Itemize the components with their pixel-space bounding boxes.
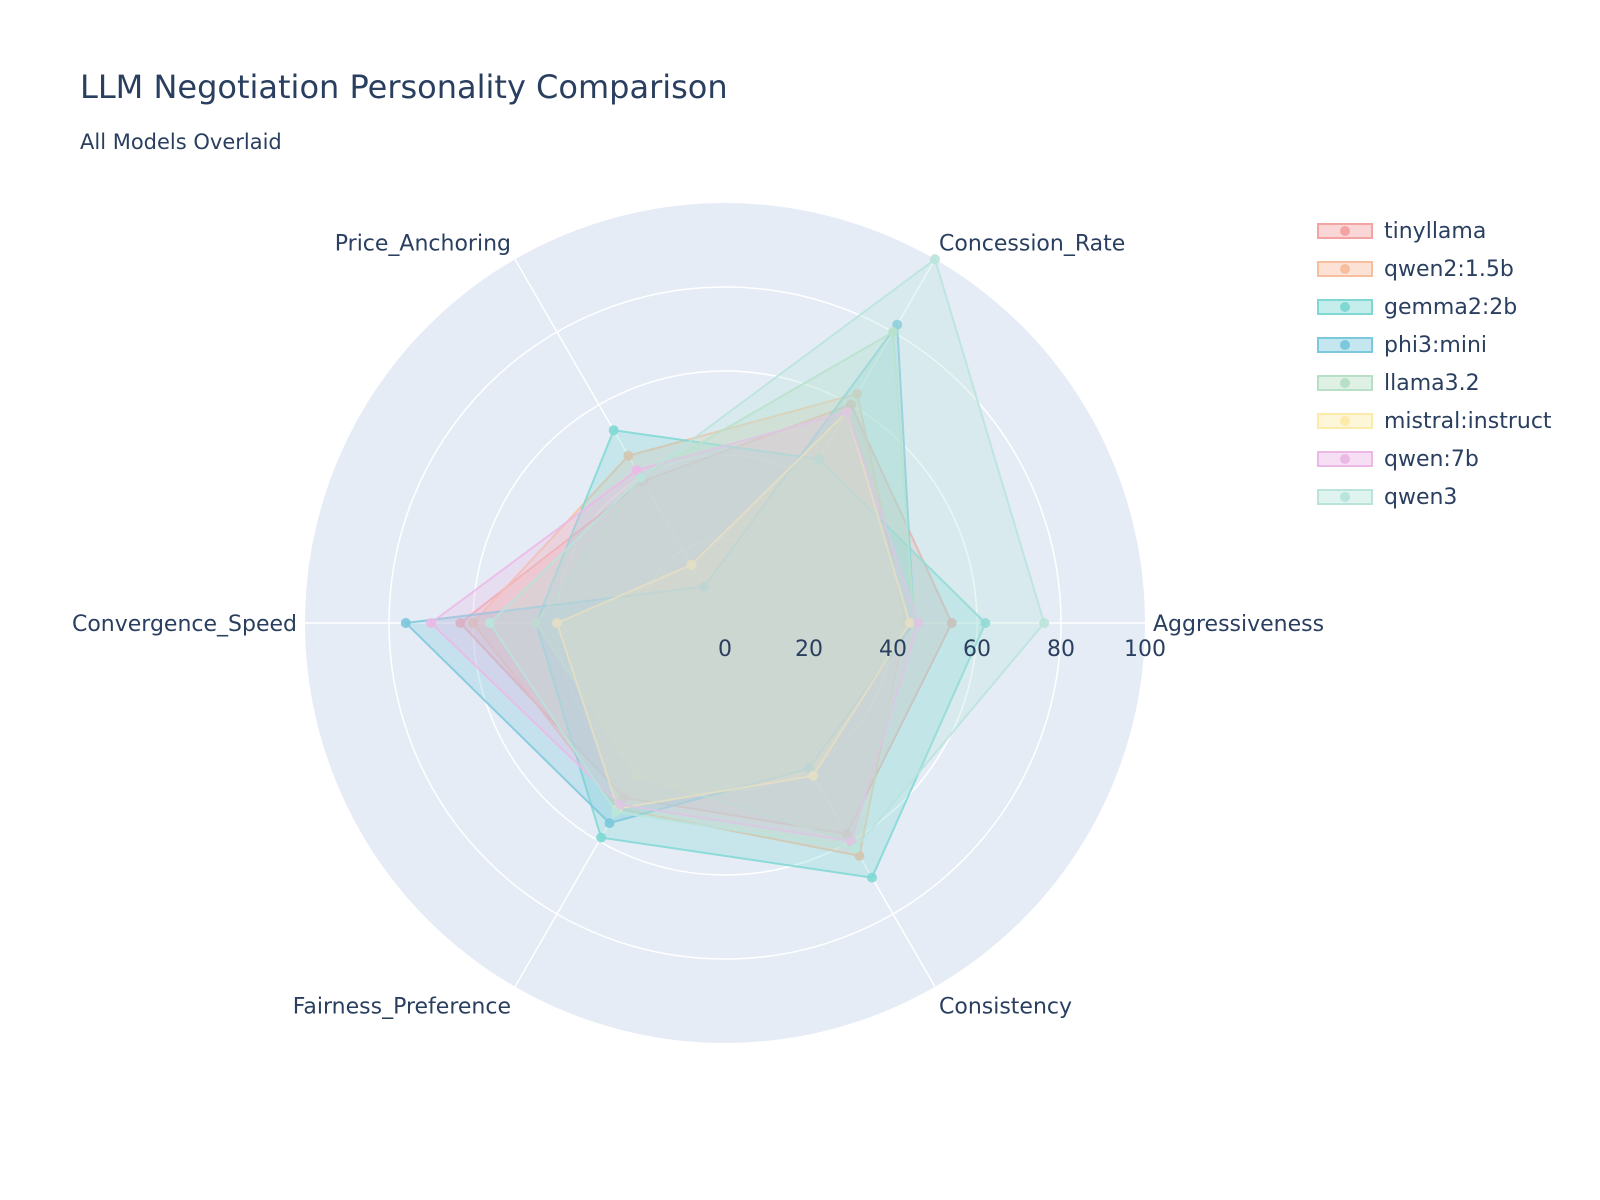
legend-item[interactable]: phi3:mini xyxy=(1316,326,1552,364)
data-point xyxy=(596,832,607,843)
legend-item[interactable]: qwen:7b xyxy=(1316,440,1552,478)
legend-swatch xyxy=(1317,375,1373,391)
data-point xyxy=(636,472,646,483)
data-point xyxy=(841,407,852,417)
data-point xyxy=(913,618,924,628)
series-phi3-mini xyxy=(400,319,919,829)
data-point xyxy=(850,843,861,854)
series-qwen3 xyxy=(484,254,1050,854)
legend-label: tinyllama xyxy=(1384,218,1487,244)
radial-tick-label: 100 xyxy=(1124,637,1166,662)
data-point xyxy=(852,388,863,399)
legend-swatch xyxy=(1317,261,1373,277)
series-layer xyxy=(400,254,1050,883)
data-point xyxy=(904,618,915,628)
radial-tick-label: 40 xyxy=(879,637,907,662)
legend-item[interactable]: qwen3 xyxy=(1316,478,1552,516)
legend-item[interactable]: llama3.2 xyxy=(1316,364,1552,402)
data-point xyxy=(980,618,991,628)
data-point xyxy=(867,872,877,883)
legend-swatch-marker xyxy=(1340,378,1350,388)
data-point xyxy=(623,450,634,461)
legend-swatch-marker xyxy=(1340,340,1350,350)
legend-item[interactable]: tinyllama xyxy=(1316,212,1552,250)
legend-label: phi3:mini xyxy=(1384,332,1488,358)
radial-tick-label: 20 xyxy=(795,637,823,662)
legend-label: qwen2:1.5b xyxy=(1384,256,1514,282)
chart-title: LLM Negotiation Personality Comparison xyxy=(80,68,728,106)
data-point xyxy=(400,618,411,628)
data-point xyxy=(631,465,642,476)
legend-label: qwen:7b xyxy=(1384,446,1479,472)
grid-spoke xyxy=(724,258,936,624)
legend-swatch-marker xyxy=(1340,226,1350,236)
axis-label-consistency: Consistency xyxy=(939,995,1072,1020)
data-point xyxy=(686,559,697,570)
legend: tinyllama qwen2:1.5b gemma2:2b phi3:mini lla… xyxy=(1316,212,1552,516)
axis-label-aggressiveness: Aggressiveness xyxy=(1153,612,1324,637)
legend-item[interactable]: gemma2:2b xyxy=(1316,288,1552,326)
axis-label-convergence-speed: Convergence_Speed xyxy=(72,612,297,637)
radial-tick-label: 0 xyxy=(718,637,732,662)
axis-label-fairness-preference: Fairness_Preference xyxy=(293,995,511,1020)
data-point xyxy=(426,618,436,628)
legend-swatch-marker xyxy=(1340,302,1350,312)
legend-swatch-marker xyxy=(1340,492,1350,502)
legend-item[interactable]: qwen2:1.5b xyxy=(1316,250,1552,288)
series-tinyllama xyxy=(455,399,957,839)
data-point xyxy=(888,327,898,337)
data-point xyxy=(531,618,541,628)
legend-swatch xyxy=(1317,223,1373,239)
legend-swatch xyxy=(1317,337,1373,353)
data-point xyxy=(484,618,495,628)
legend-label: qwen3 xyxy=(1384,484,1458,510)
legend-item[interactable]: mistral:instruct xyxy=(1316,402,1552,440)
axis-label-concession-rate: Concession_Rate xyxy=(939,231,1125,256)
axis-label-price-anchoring: Price_Anchoring xyxy=(335,231,511,256)
legend-swatch-marker xyxy=(1340,454,1350,464)
legend-swatch xyxy=(1317,299,1373,315)
data-point xyxy=(1039,618,1050,628)
data-point xyxy=(699,581,709,592)
legend-swatch xyxy=(1317,413,1373,429)
legend-swatch-marker xyxy=(1340,416,1350,426)
data-point xyxy=(804,763,814,774)
data-point xyxy=(854,850,865,861)
data-point xyxy=(892,319,903,330)
legend-label: mistral:instruct xyxy=(1384,408,1552,434)
legend-swatch xyxy=(1317,489,1373,505)
data-point xyxy=(946,618,957,628)
data-point xyxy=(604,818,615,829)
legend-swatch xyxy=(1317,451,1373,467)
data-point xyxy=(455,618,466,628)
data-point xyxy=(808,770,819,781)
data-point xyxy=(619,792,630,803)
legend-label: llama3.2 xyxy=(1384,370,1480,396)
radial-tick-label: 80 xyxy=(1047,637,1075,662)
chart-subtitle: All Models Overlaid xyxy=(80,130,282,154)
legend-label: gemma2:2b xyxy=(1384,294,1518,320)
legend-swatch-marker xyxy=(1340,264,1350,274)
grid-spoke xyxy=(724,622,936,988)
data-point xyxy=(846,836,856,847)
data-point xyxy=(814,454,825,465)
data-point xyxy=(631,770,642,781)
data-point xyxy=(608,425,619,436)
radial-tick-label: 60 xyxy=(963,637,991,662)
data-point xyxy=(468,618,478,628)
data-point xyxy=(610,807,621,818)
data-point xyxy=(930,254,940,265)
data-point xyxy=(552,618,562,628)
